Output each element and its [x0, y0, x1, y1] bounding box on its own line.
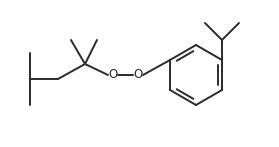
Text: O: O	[108, 67, 118, 81]
Text: O: O	[133, 67, 143, 81]
